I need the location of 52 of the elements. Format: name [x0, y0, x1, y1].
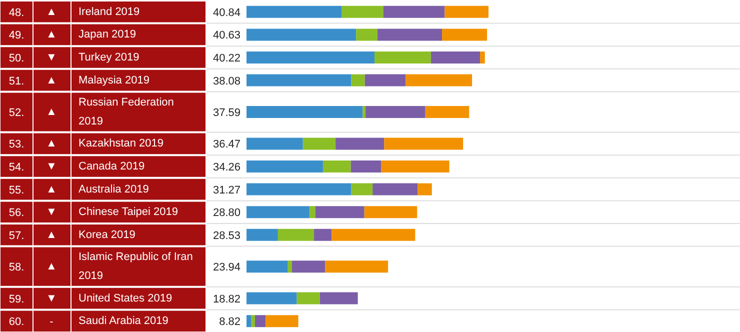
text: 53. [8, 138, 24, 151]
y-tick-label: United States 2019 [78, 292, 172, 304]
text: 28.53 [212, 230, 241, 242]
text: 49. [8, 30, 24, 42]
text: ▲ [46, 260, 57, 273]
text: 40.84 [212, 6, 241, 19]
text: 55. [8, 184, 24, 196]
text: 60. [8, 316, 24, 328]
text: 40.63 [212, 30, 241, 42]
text: 18.82 [212, 293, 241, 306]
text: 51. [8, 75, 24, 88]
text: 54. [8, 162, 24, 174]
text: 34.26 [212, 162, 241, 174]
text: ▼ [46, 160, 57, 172]
y-tick-label: Korea 2019 [78, 228, 136, 241]
text: 40.22 [212, 52, 241, 65]
text: 36.47 [212, 138, 241, 151]
text: 28.80 [212, 207, 241, 220]
y-tick-label: Chinese Taipei 2019 [78, 206, 178, 218]
y-tick-label: Ireland 2019 [78, 6, 140, 18]
text: ▼ [46, 206, 57, 218]
y-tick-label: Australia 2019 [78, 183, 149, 196]
text: ▲ [46, 138, 57, 150]
text: ▲ [46, 28, 57, 41]
text: 37.59 [212, 107, 241, 120]
text: 48. [8, 6, 24, 19]
text: 59. [8, 293, 24, 306]
text: 38.08 [212, 75, 241, 88]
text: ▼ [46, 52, 57, 64]
y-tick-label: Kazakhstan 2019 [78, 138, 164, 150]
y-tick-label: Japan 2019 [78, 28, 136, 41]
text: 56. [8, 207, 24, 220]
y-tick-label: Malaysia 2019 [78, 74, 150, 86]
y-tick-label: Russian Federation 2019 [78, 96, 174, 128]
y-tick-label: Saudi Arabia 2019 [78, 315, 168, 328]
text: ▼ [46, 292, 57, 304]
text: 52. [8, 107, 24, 120]
text: ▲ [46, 183, 57, 196]
text: - [50, 316, 54, 328]
y-tick-label: Islamic Republic of Iran 2019 [78, 251, 193, 282]
text: ▲ [46, 228, 57, 241]
y-tick-label: Canada 2019 [78, 160, 145, 172]
text: ▲ [46, 6, 57, 18]
text: ▲ [46, 74, 57, 86]
text: ▲ [46, 106, 57, 118]
text: 31.27 [212, 184, 241, 196]
y-tick-label: Turkey 2019 [78, 52, 140, 64]
text: 23.94 [212, 262, 241, 274]
text: 8.82 [219, 316, 241, 328]
text: 50. [8, 52, 24, 65]
text: 57. [8, 230, 24, 242]
text: 58. [8, 262, 24, 274]
